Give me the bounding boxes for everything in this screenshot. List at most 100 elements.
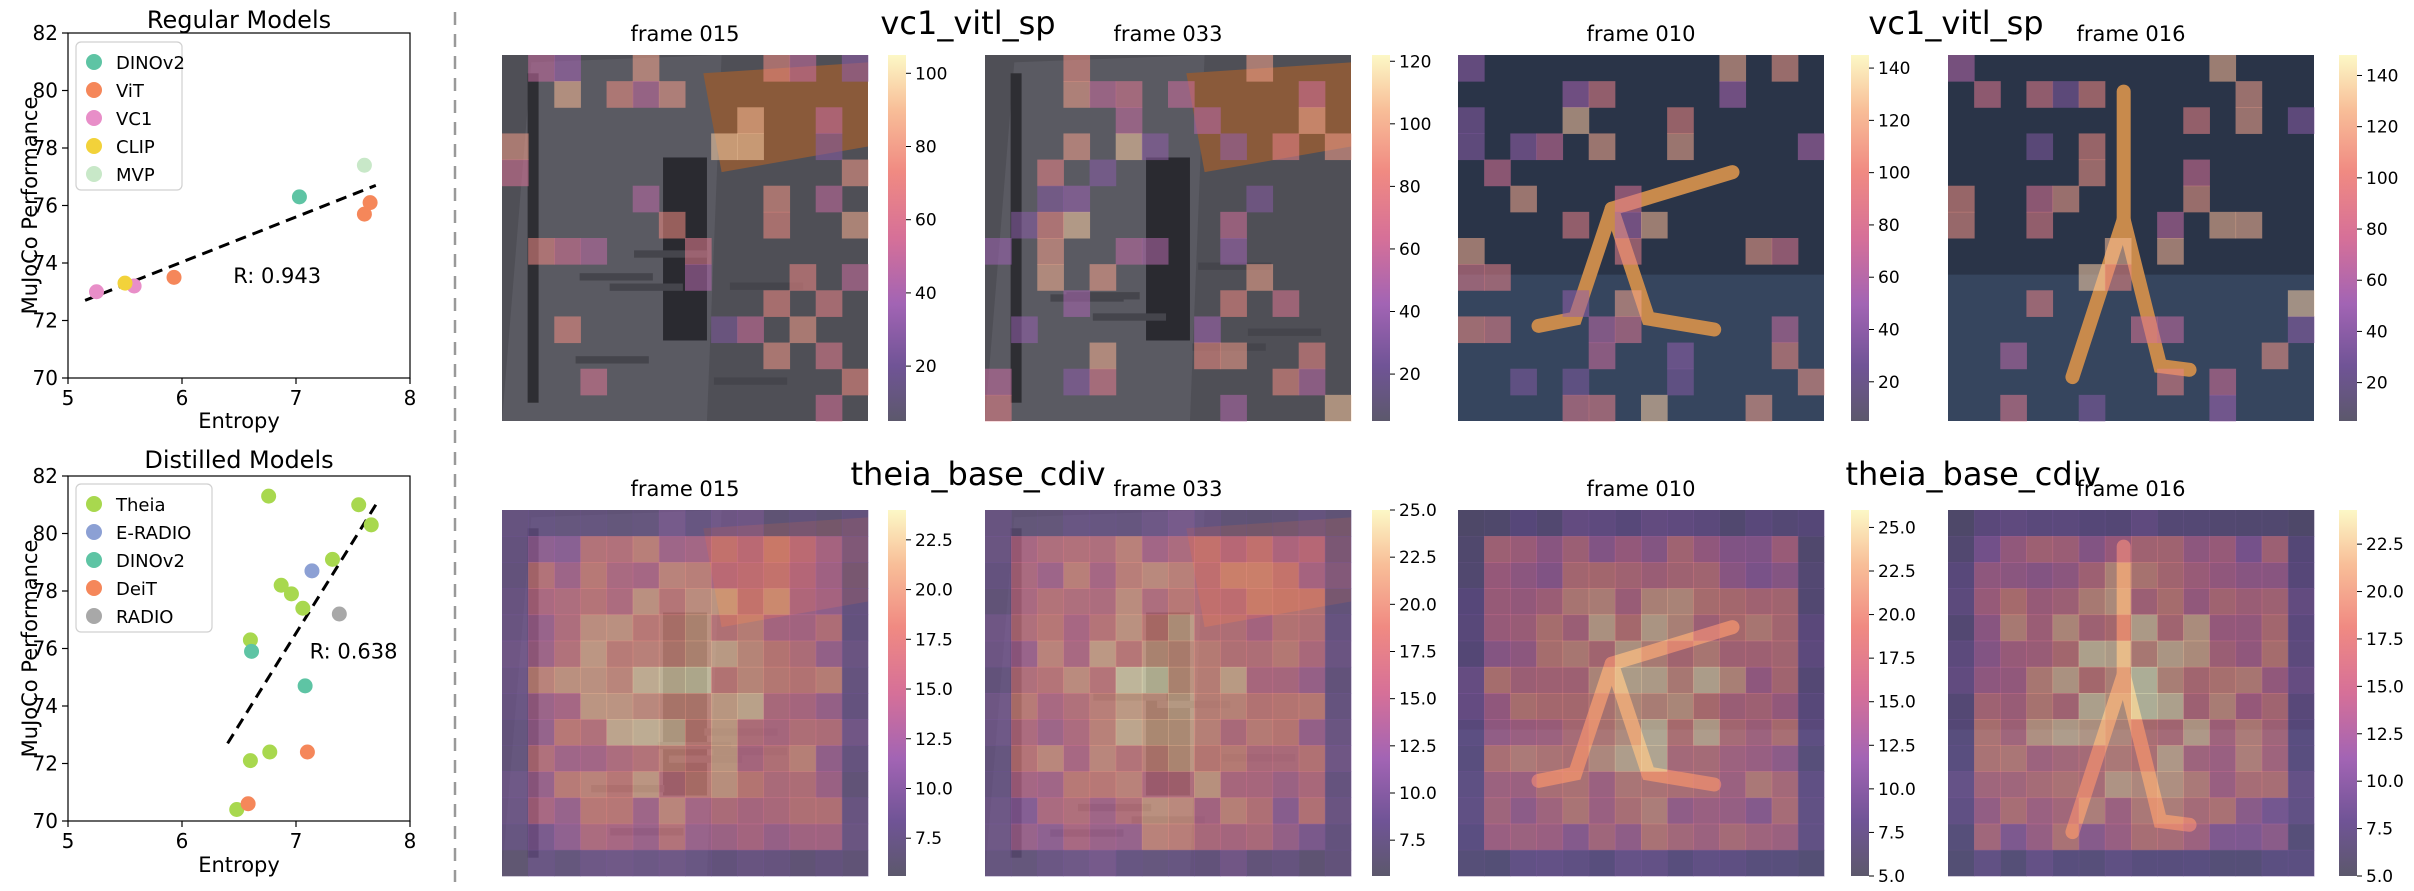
- heatmap-cell: [711, 823, 738, 851]
- heatmap-cell: [2026, 666, 2054, 694]
- heatmap-cell: [815, 771, 843, 799]
- panel-title: frame 033: [1113, 477, 1222, 501]
- heatmap-cell: [985, 666, 1012, 694]
- heatmap-cell: [763, 562, 791, 589]
- heatmap-cell: [1797, 797, 1825, 825]
- heatmap-cell: [1562, 211, 1590, 239]
- colorbar: 20 40 60 80 100 120 140: [1851, 55, 1910, 421]
- colorbar-tick-label: 20: [1399, 365, 1421, 385]
- heatmap-cell: [1719, 562, 1747, 589]
- heatmap-cell: [1614, 797, 1642, 825]
- y-tick-label: 74: [33, 694, 58, 718]
- heatmap-cell: [789, 719, 817, 746]
- heatmap-cell: [554, 797, 581, 825]
- heatmap-cell: [2287, 771, 2315, 799]
- heatmap-cell: [1510, 693, 1537, 720]
- heatmap-cell: [1693, 771, 1720, 799]
- data-point-clip: [117, 275, 133, 291]
- heatmap-cell: [2287, 797, 2315, 825]
- heatmap-cell: [2183, 640, 2210, 668]
- heatmap-cell: [1510, 719, 1537, 746]
- heatmap-cell: [1641, 693, 1668, 720]
- y-tick-label: 72: [33, 309, 58, 333]
- heatmap-cell: [658, 823, 686, 851]
- heatmap-cell: [985, 640, 1012, 668]
- heatmap-cell: [763, 823, 791, 851]
- heatmap-cell: [815, 797, 843, 825]
- heatmap-cell: [1562, 536, 1590, 563]
- heatmap-cell: [1141, 614, 1169, 642]
- heatmap-cell: [1246, 719, 1274, 746]
- colorbar-gradient-bar: [1372, 510, 1390, 876]
- heatmap-cell: [1719, 55, 1747, 82]
- heatmap-cell: [1641, 719, 1668, 746]
- heatmap-cell: [1974, 81, 2001, 108]
- heatmap-cell: [1614, 693, 1642, 720]
- legend-marker: [86, 524, 102, 540]
- heatmap-cell: [1588, 81, 1616, 108]
- heatmap-cell: [2026, 823, 2054, 851]
- colorbar-tick-label: 12.5: [915, 730, 953, 750]
- data-point-radio: [331, 606, 347, 622]
- heatmap-cell: [1246, 693, 1274, 720]
- heatmap-cell: [502, 133, 529, 161]
- heatmap-cell: [2104, 849, 2132, 877]
- heatmap-cell: [1614, 823, 1642, 851]
- heatmap-cell: [1063, 640, 1091, 668]
- group-title: vc1_vitl_sp: [1868, 4, 2043, 42]
- colorbar-tick-label: 12.5: [2366, 725, 2404, 745]
- heatmap-cell: [815, 342, 843, 370]
- heatmap-cell: [737, 133, 764, 161]
- heatmap-cell: [1458, 745, 1485, 772]
- y-axis-label: MuJoCo Performance: [18, 540, 42, 758]
- heatmap-panel: frame 016 20 40 60 80 100 120 140: [1948, 22, 2398, 422]
- heatmap-cell: [1089, 368, 1117, 396]
- heatmap-cell: [815, 849, 843, 877]
- heatmap-cell: [1324, 823, 1352, 851]
- heatmap-cell: [841, 849, 869, 877]
- heatmap-cell: [789, 562, 817, 589]
- colorbar-tick-label: 7.5: [1878, 823, 1905, 843]
- heatmap-cell: [2052, 849, 2080, 877]
- heatmap-cell: [1141, 823, 1169, 851]
- heatmap-cell: [2078, 640, 2106, 668]
- heatmap-cell: [1693, 536, 1720, 563]
- colorbar-tick-label: 20: [2366, 374, 2388, 394]
- heatmap-cell: [502, 797, 529, 825]
- panel-title: frame 015: [630, 22, 739, 46]
- heatmap-cell: [763, 588, 791, 616]
- heatmap-cell: [502, 745, 529, 772]
- heatmap-cell: [1298, 368, 1326, 396]
- heatmap-cell: [815, 562, 843, 589]
- heatmap-cell: [658, 81, 686, 108]
- heatmap-cell: [2183, 719, 2210, 746]
- heatmap-cell: [685, 745, 712, 772]
- heatmap-cell: [1246, 536, 1274, 563]
- heatmap-cell: [1510, 562, 1537, 589]
- heatmap-cell: [1562, 368, 1590, 396]
- heatmap-cell: [685, 797, 712, 825]
- heatmap-cell: [1588, 133, 1616, 161]
- heatmap-cell: [2131, 823, 2158, 851]
- heatmap-cell: [1141, 133, 1169, 161]
- heatmap-cell: [1536, 133, 1564, 161]
- heatmap-cell: [1063, 823, 1091, 851]
- heatmap-cell: [1588, 849, 1616, 877]
- heatmap-cell: [711, 614, 738, 642]
- heatmap-cell: [985, 719, 1012, 746]
- heatmap-cell: [1510, 133, 1537, 161]
- heatmap-cell: [554, 640, 581, 668]
- trend-line: [84, 183, 377, 302]
- heatmap-cell: [1510, 640, 1537, 668]
- y-tick-label: 76: [33, 637, 58, 661]
- heatmap-cell: [1484, 614, 1511, 642]
- heatmap-cell: [1141, 849, 1169, 877]
- heatmap-cell: [502, 719, 529, 746]
- heatmap-cell: [1220, 342, 1247, 370]
- heatmap-cell: [1011, 211, 1038, 239]
- heatmap-cell: [1948, 640, 1975, 668]
- correlation-annotation: R: 0.943: [233, 264, 321, 288]
- heatmap-cell: [554, 745, 581, 772]
- heatmap-cell: [1272, 614, 1300, 642]
- heatmap-cell: [789, 771, 817, 799]
